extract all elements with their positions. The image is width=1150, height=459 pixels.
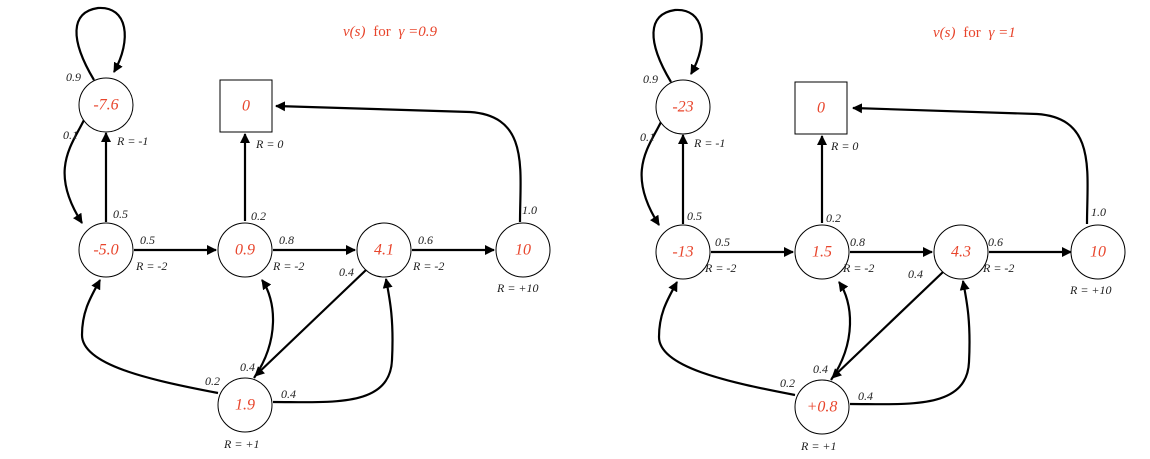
panel-gamma-1: v(s) for γ =1 -23 0 -13 1.5 4.3 10 +0.8 <box>640 8 1126 453</box>
value-d: 10 <box>1090 244 1106 261</box>
title-gamma: γ =0.9 <box>399 24 438 40</box>
prob-c-to-d: 0.6 <box>988 235 1003 249</box>
title-for: for <box>373 24 391 40</box>
value-b: 1.5 <box>812 244 832 261</box>
reward-top: R = -1 <box>116 134 148 148</box>
reward-terminal: R = 0 <box>255 137 283 151</box>
panel-title: v(s) for γ =1 <box>933 25 1016 41</box>
reward-b: R = -2 <box>272 259 304 273</box>
edge-self-loop <box>652 8 703 83</box>
edge-e-to-b <box>830 281 852 381</box>
value-a: -13 <box>672 244 693 261</box>
prob-a-to-b: 0.5 <box>715 235 730 249</box>
panel-title: v(s) for γ =0.9 <box>343 24 438 40</box>
reward-d: R = +10 <box>496 281 539 295</box>
prob-self-loop: 0.9 <box>66 70 81 84</box>
edge-c-to-e <box>831 271 944 379</box>
prob-self-loop: 0.9 <box>643 72 658 86</box>
prob-e-to-a: 0.2 <box>780 376 795 390</box>
prob-b-to-terminal: 0.2 <box>251 209 266 223</box>
reward-c: R = -2 <box>982 261 1014 275</box>
edge-c-to-e <box>254 269 367 377</box>
reward-e: R = +1 <box>800 439 837 453</box>
edge-e-to-a <box>657 281 796 397</box>
reward-d: R = +10 <box>1069 283 1112 297</box>
state-a <box>655 224 711 280</box>
edge-top-to-a <box>63 117 86 224</box>
prob-e-to-a: 0.2 <box>205 374 220 388</box>
state-terminal <box>794 81 848 135</box>
reward-top: R = -1 <box>693 136 725 150</box>
state-d <box>1070 224 1126 280</box>
prob-e-to-c: 0.4 <box>281 387 296 401</box>
state-c <box>356 222 412 278</box>
edge-top-to-a <box>640 119 663 226</box>
reward-c: R = -2 <box>412 259 444 273</box>
value-d: 10 <box>515 242 531 259</box>
prob-e-to-c: 0.4 <box>858 389 873 403</box>
state-top <box>78 77 134 133</box>
edge-e-to-b <box>253 279 275 379</box>
value-top: -23 <box>672 99 693 116</box>
reward-a: R = -2 <box>704 261 736 275</box>
prob-top-to-a: 0.1 <box>63 128 78 142</box>
value-e: +0.8 <box>807 399 838 416</box>
reward-a: R = -2 <box>135 259 167 273</box>
prob-a-to-b: 0.5 <box>140 233 155 247</box>
value-c: 4.1 <box>374 242 394 259</box>
title-for: for <box>963 25 981 41</box>
title-v: v(s) <box>933 25 956 41</box>
edge-e-to-a <box>80 279 219 395</box>
prob-b-to-c: 0.8 <box>279 233 294 247</box>
reward-b: R = -2 <box>842 261 874 275</box>
reward-terminal: R = 0 <box>830 139 858 153</box>
edge-d-to-terminal <box>275 101 522 223</box>
prob-a-to-top: 0.5 <box>113 207 128 221</box>
state-terminal <box>219 79 273 133</box>
value-terminal: 0 <box>817 100 825 117</box>
prob-c-to-d: 0.6 <box>418 233 433 247</box>
edge-d-to-terminal <box>852 103 1089 225</box>
state-e <box>794 379 850 435</box>
title-v: v(s) <box>343 24 366 40</box>
prob-top-to-a: 0.1 <box>640 130 655 144</box>
value-terminal: 0 <box>242 98 250 115</box>
prob-b-to-c: 0.8 <box>850 235 865 249</box>
state-c <box>933 224 989 280</box>
title-gamma: γ =1 <box>989 25 1016 41</box>
value-e: 1.9 <box>235 397 255 414</box>
state-b <box>217 222 273 278</box>
state-e <box>217 377 273 433</box>
value-b: 0.9 <box>235 242 255 259</box>
value-c: 4.3 <box>951 244 971 261</box>
prob-d-to-terminal: 1.0 <box>522 203 537 217</box>
prob-b-to-terminal: 0.2 <box>826 211 841 225</box>
prob-e-to-b: 0.4 <box>240 360 255 374</box>
prob-d-to-terminal: 1.0 <box>1091 205 1106 219</box>
state-d <box>495 222 551 278</box>
prob-c-to-e: 0.4 <box>339 265 354 279</box>
value-a: -5.0 <box>93 242 118 259</box>
state-top <box>655 79 711 135</box>
edge-e-to-c <box>272 278 394 404</box>
reward-e: R = +1 <box>223 437 260 451</box>
state-b <box>794 224 850 280</box>
edge-e-to-c <box>849 280 971 406</box>
panel-gamma-0-9: v(s) for γ =0.9 -7.6 0 -5.0 0.9 4.1 10 1… <box>63 6 551 451</box>
prob-e-to-b: 0.4 <box>813 362 828 376</box>
prob-c-to-e: 0.4 <box>908 267 923 281</box>
state-a <box>78 222 134 278</box>
prob-a-to-top: 0.5 <box>687 209 702 223</box>
value-top: -7.6 <box>93 97 118 114</box>
edge-self-loop <box>75 6 126 81</box>
